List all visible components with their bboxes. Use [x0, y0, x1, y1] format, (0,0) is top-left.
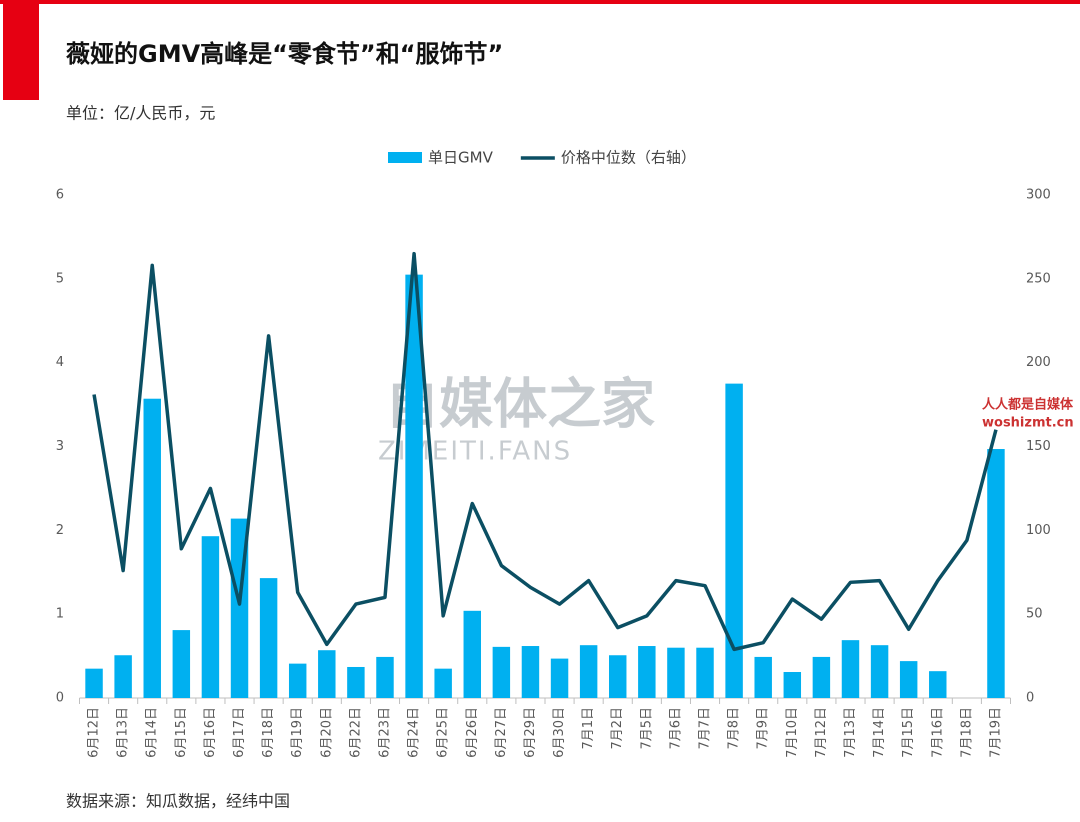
top-bar: [0, 0, 1080, 4]
bar: [667, 647, 685, 698]
bar: [550, 658, 569, 698]
side-bar: [3, 4, 39, 100]
watermark: 人人都是自媒体: [982, 397, 1074, 413]
bar: [376, 656, 394, 698]
bar: [696, 647, 714, 698]
x-tick-label: 6月14日: [145, 707, 160, 758]
line: [92, 251, 998, 652]
bar: [201, 536, 220, 698]
x-tick-label: 6月30日: [552, 707, 567, 758]
subtitle: 单位：亿/人民币，元: [66, 104, 215, 123]
bar: [405, 274, 423, 698]
y-tick-label: 0: [56, 691, 64, 706]
bar: [638, 646, 656, 698]
bar: [725, 383, 743, 698]
bar: [870, 645, 889, 698]
x-tick-label: 7月7日: [698, 707, 713, 750]
bar: [492, 646, 511, 698]
x-tick-label: 6月25日: [436, 707, 451, 758]
y2-tick-label: 0: [1026, 691, 1034, 706]
x-tick-label: 7月8日: [727, 707, 742, 750]
bar: [987, 449, 1005, 698]
y2-tick-label: 200: [1026, 355, 1051, 370]
y-tick-label: 5: [56, 271, 64, 286]
x-tick-label: 7月14日: [872, 707, 887, 758]
x-tick-label: 7月1日: [581, 707, 596, 750]
bar: [463, 610, 481, 698]
legend-swatch: [388, 152, 422, 163]
x-tick-label: 7月6日: [668, 707, 683, 750]
bar: [85, 668, 103, 698]
y2-tick-label: 150: [1026, 439, 1051, 454]
x-tick-label: 7月13日: [843, 707, 858, 758]
bar: [579, 645, 598, 698]
x-tick-label: 7月15日: [901, 707, 916, 758]
y2-tick-label: 50: [1026, 607, 1043, 622]
bar: [114, 655, 132, 698]
x-tick-label: 6月22日: [348, 707, 363, 758]
bar: [521, 646, 540, 698]
x-tick-label: 7月5日: [639, 707, 654, 750]
x-tick-label: 6月23日: [377, 707, 392, 758]
x-tick-label: 7月12日: [814, 707, 829, 758]
bar: [754, 656, 772, 698]
y2-tick-label: 300: [1026, 188, 1051, 203]
bar: [609, 655, 627, 698]
x-tick-label: 7月9日: [756, 707, 771, 750]
bar: [172, 630, 191, 698]
x-tick-label: 6月26日: [465, 707, 480, 758]
x-tick-label: 7月16日: [930, 707, 945, 758]
bar: [347, 666, 365, 698]
x-tick-label: 6月16日: [203, 707, 218, 758]
source: 数据来源：知瓜数据，经纬中国: [66, 792, 290, 811]
bar: [841, 640, 860, 698]
chart-title: 薇娅的GMV高峰是“零食节”和“服饰节”: [66, 40, 503, 68]
x-tick-label: 6月18日: [261, 707, 276, 758]
y-tick-label: 4: [56, 355, 64, 370]
y2-tick-label: 250: [1026, 271, 1051, 286]
bar: [288, 663, 307, 698]
bar: [318, 650, 336, 698]
x-tick-label: 6月19日: [290, 707, 305, 758]
bar: [929, 671, 947, 698]
watermark: woshizmt.cn: [982, 416, 1074, 431]
y-tick-label: 3: [56, 439, 64, 454]
bar: [783, 672, 802, 698]
x-tick-label: 6月24日: [407, 707, 422, 758]
x-tick-label: 6月15日: [174, 707, 189, 758]
x-tick-label: 6月13日: [116, 707, 131, 758]
x-tick-label: 7月18日: [959, 707, 974, 758]
y-tick-label: 6: [56, 188, 64, 203]
watermark: 自媒体之家: [385, 373, 655, 436]
x-tick-label: 7月2日: [610, 707, 625, 750]
y-tick-label: 2: [56, 523, 64, 538]
x-tick-label: 6月27日: [494, 707, 509, 758]
x-tick-label: 6月12日: [87, 707, 102, 758]
bar: [899, 661, 918, 698]
x-tick-label: 6月20日: [319, 707, 334, 758]
bar: [812, 656, 831, 698]
legend-label: 价格中位数（右轴）: [561, 149, 696, 167]
legend-label: 单日GMV: [428, 149, 494, 167]
x-tick-label: 7月10日: [785, 707, 800, 758]
x-tick-label: 6月29日: [523, 707, 538, 758]
x-tick-label: 7月19日: [988, 707, 1003, 758]
bar: [143, 398, 161, 698]
y2-tick-label: 100: [1026, 523, 1051, 538]
bar: [434, 668, 452, 698]
bar: [259, 578, 278, 698]
y-tick-label: 1: [56, 607, 64, 622]
x-tick-label: 6月17日: [232, 707, 247, 758]
